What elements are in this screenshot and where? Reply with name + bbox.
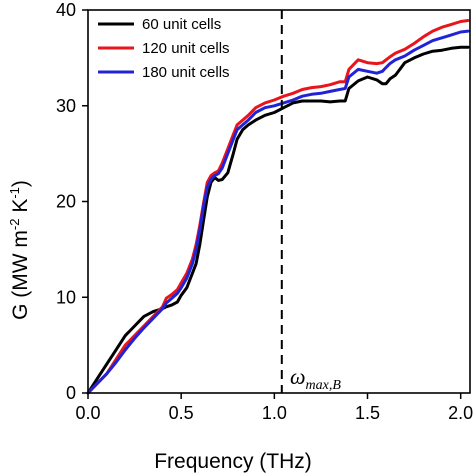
y-axis-title-mid: K	[9, 199, 32, 219]
y-tick-label: 0	[66, 383, 76, 403]
y-axis-title-exp2: -1	[7, 187, 22, 199]
y-axis-title: G (MW m-2 K-1)	[7, 180, 32, 320]
legend: 60 unit cells 120 unit cells 180 unit cell…	[98, 16, 230, 81]
y-axis-title-end: )	[9, 180, 32, 187]
y-tick-label: 40	[56, 0, 76, 20]
series-lines	[86, 19, 470, 395]
axis-ticks	[82, 9, 462, 399]
x-tick-label: 2.0	[448, 403, 473, 423]
legend-label-180-unit-cells: 180 unit cells	[142, 64, 230, 81]
series-line-120-unit-cells	[86, 19, 470, 395]
y-axis-title-base: G (MW m	[9, 230, 32, 320]
omega-max-b-label: ωmax,B	[290, 364, 341, 393]
x-tick-label: 1.5	[355, 403, 380, 423]
legend-label-120-unit-cells: 120 unit cells	[142, 40, 230, 57]
y-tick-label: 30	[56, 96, 76, 116]
y-tick-label: 20	[56, 192, 76, 212]
y-axis-title-exp1: -2	[7, 219, 22, 231]
omega-symbol: ω	[290, 364, 306, 389]
series-line-60-unit-cells	[86, 45, 470, 395]
x-axis-title: Frequency (THz)	[154, 450, 312, 473]
omega-subscript: max,B	[306, 378, 342, 393]
x-tick-label: 1.0	[262, 403, 287, 423]
y-tick-labels: 0 10 20 30 40	[56, 0, 76, 403]
x-tick-label: 0.0	[75, 403, 100, 423]
legend-label-60-unit-cells: 60 unit cells	[142, 16, 221, 33]
y-tick-label: 10	[56, 287, 76, 307]
x-tick-label: 0.5	[169, 403, 194, 423]
series-line-180-unit-cells	[86, 29, 470, 395]
x-tick-labels: 0.0 0.5 1.0 1.5 2.0	[75, 403, 473, 423]
